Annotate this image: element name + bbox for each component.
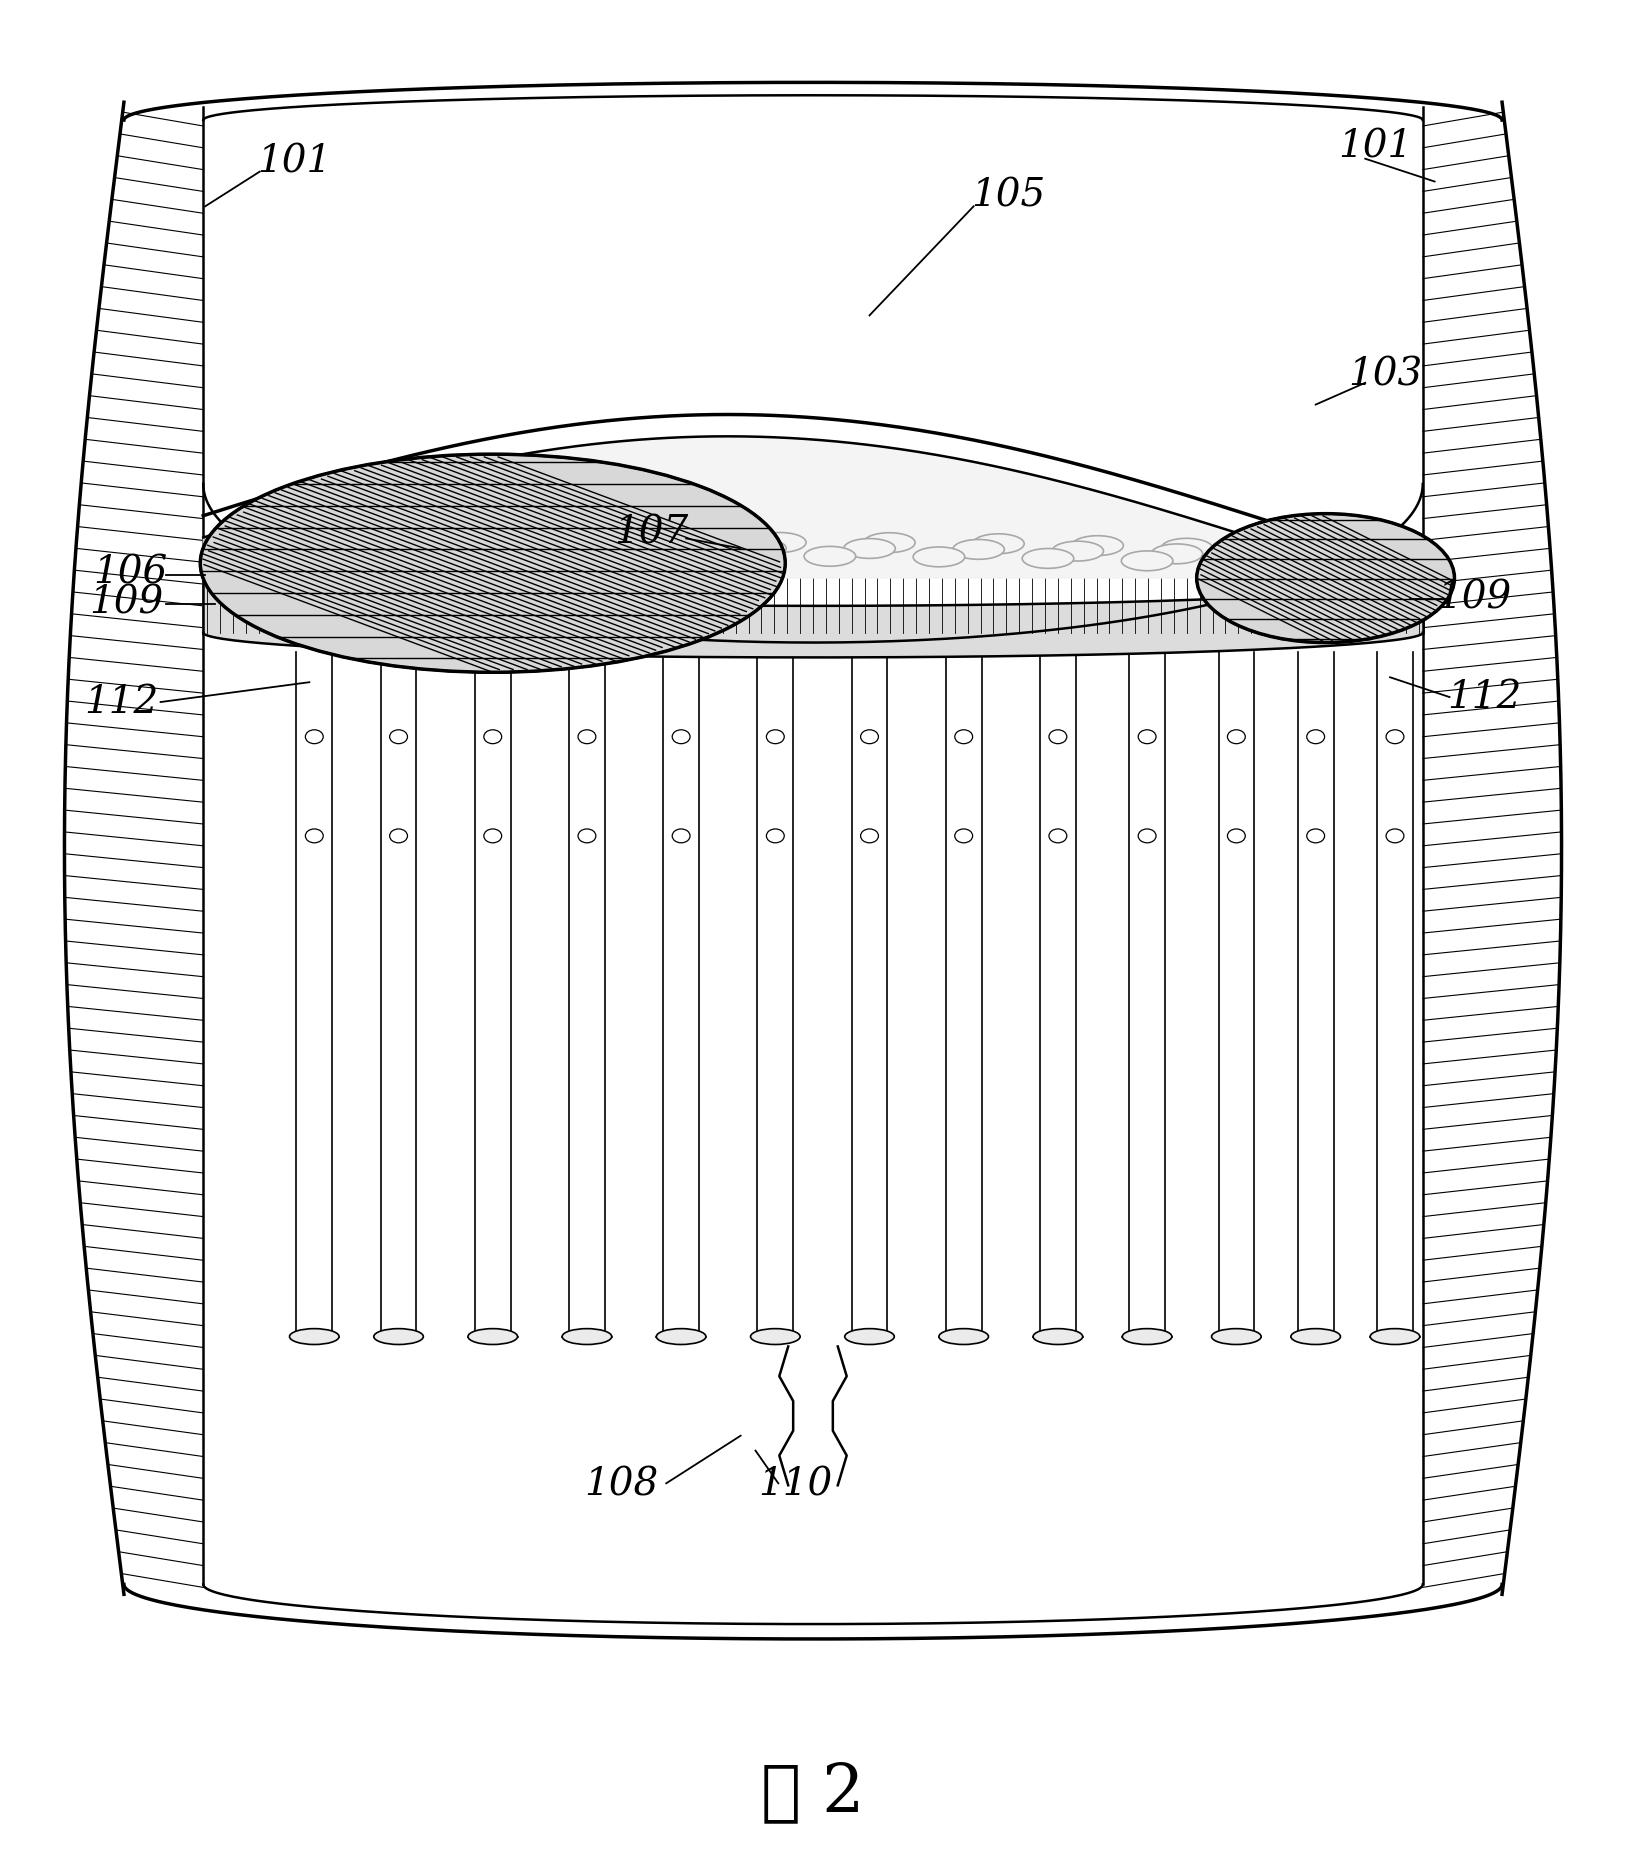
Ellipse shape <box>1049 829 1067 842</box>
Ellipse shape <box>306 829 324 842</box>
Ellipse shape <box>1122 1328 1172 1345</box>
Ellipse shape <box>577 730 595 743</box>
Ellipse shape <box>846 1328 894 1345</box>
Ellipse shape <box>1138 829 1156 842</box>
Ellipse shape <box>1211 1328 1262 1345</box>
Ellipse shape <box>672 730 689 743</box>
Ellipse shape <box>390 829 408 842</box>
Ellipse shape <box>476 550 528 570</box>
Text: 112: 112 <box>85 683 158 720</box>
Ellipse shape <box>546 535 598 555</box>
Ellipse shape <box>585 548 637 568</box>
Ellipse shape <box>1241 544 1293 565</box>
Text: 107: 107 <box>615 516 688 552</box>
Ellipse shape <box>694 546 746 567</box>
Ellipse shape <box>844 538 896 559</box>
Ellipse shape <box>1291 1328 1340 1345</box>
Ellipse shape <box>1122 552 1172 570</box>
Ellipse shape <box>1161 538 1213 559</box>
Ellipse shape <box>863 533 915 553</box>
Text: 109: 109 <box>1437 580 1512 617</box>
Ellipse shape <box>1385 829 1403 842</box>
Ellipse shape <box>485 829 502 842</box>
Text: 109: 109 <box>89 585 163 621</box>
Text: 108: 108 <box>584 1467 659 1505</box>
Ellipse shape <box>348 540 400 561</box>
Ellipse shape <box>390 730 408 743</box>
Ellipse shape <box>735 538 787 559</box>
Ellipse shape <box>626 540 676 559</box>
Ellipse shape <box>1033 1328 1083 1345</box>
Ellipse shape <box>289 1328 340 1345</box>
Text: 101: 101 <box>257 143 332 180</box>
Ellipse shape <box>447 537 499 557</box>
Ellipse shape <box>754 533 806 552</box>
Ellipse shape <box>563 1328 611 1345</box>
Ellipse shape <box>766 829 784 842</box>
Text: 105: 105 <box>971 178 1046 216</box>
Ellipse shape <box>805 546 855 567</box>
Ellipse shape <box>374 1328 423 1345</box>
Ellipse shape <box>1023 548 1073 568</box>
Ellipse shape <box>1307 829 1325 842</box>
Ellipse shape <box>1228 730 1246 743</box>
Ellipse shape <box>860 730 878 743</box>
Polygon shape <box>203 437 1423 593</box>
Ellipse shape <box>1072 537 1124 555</box>
Ellipse shape <box>938 1328 989 1345</box>
Ellipse shape <box>1151 544 1203 565</box>
Ellipse shape <box>485 730 502 743</box>
Ellipse shape <box>408 544 459 565</box>
Ellipse shape <box>1228 829 1246 842</box>
Ellipse shape <box>239 552 291 570</box>
Ellipse shape <box>954 829 972 842</box>
Ellipse shape <box>751 1328 800 1345</box>
Polygon shape <box>203 578 1423 657</box>
Text: 101: 101 <box>1338 128 1413 165</box>
Ellipse shape <box>657 1328 706 1345</box>
Text: 103: 103 <box>1348 356 1423 394</box>
Ellipse shape <box>1307 730 1325 743</box>
Ellipse shape <box>577 829 595 842</box>
Ellipse shape <box>860 829 878 842</box>
Ellipse shape <box>468 1328 517 1345</box>
Text: 110: 110 <box>758 1467 833 1505</box>
Text: 图 2: 图 2 <box>761 1760 865 1825</box>
Ellipse shape <box>200 454 785 672</box>
Ellipse shape <box>1049 730 1067 743</box>
Text: 112: 112 <box>1447 679 1522 715</box>
Text: 106: 106 <box>94 555 167 591</box>
Ellipse shape <box>1241 542 1293 561</box>
Ellipse shape <box>1138 730 1156 743</box>
Ellipse shape <box>306 730 324 743</box>
Ellipse shape <box>953 540 1005 559</box>
Ellipse shape <box>1385 730 1403 743</box>
Ellipse shape <box>517 542 567 561</box>
Ellipse shape <box>766 730 784 743</box>
Ellipse shape <box>1197 514 1455 643</box>
Ellipse shape <box>646 533 698 553</box>
Ellipse shape <box>914 548 964 567</box>
Ellipse shape <box>328 544 380 565</box>
Ellipse shape <box>972 535 1024 553</box>
Ellipse shape <box>1371 1328 1419 1345</box>
Ellipse shape <box>1330 550 1380 570</box>
Ellipse shape <box>672 829 689 842</box>
Ellipse shape <box>1052 540 1104 561</box>
Ellipse shape <box>954 730 972 743</box>
